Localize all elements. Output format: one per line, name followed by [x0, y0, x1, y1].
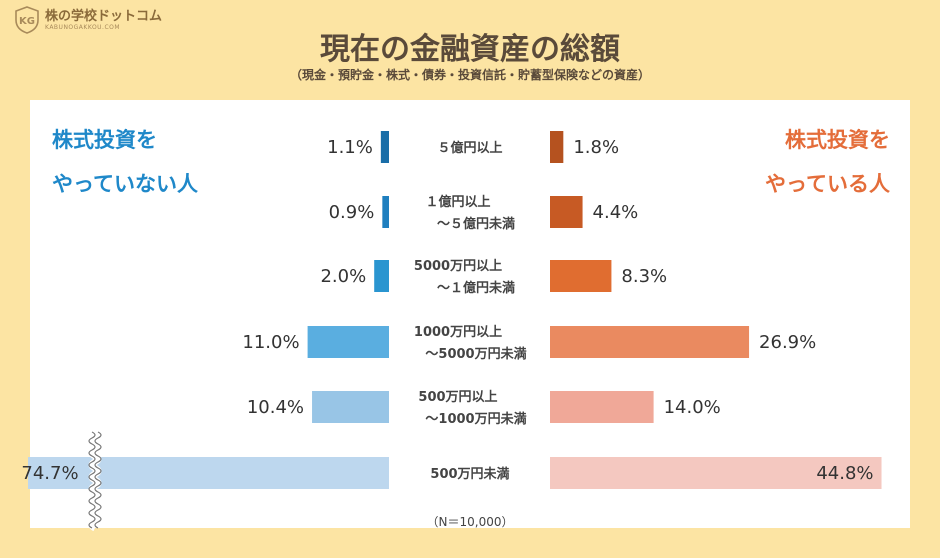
svg-text:KG: KG — [19, 16, 35, 27]
category-label-2-line1: 5000万円以上 — [414, 259, 502, 274]
value-label-left-2: 2.0% — [320, 266, 366, 287]
value-label-right-4: 14.0% — [664, 397, 721, 418]
value-label-left-0: 1.1% — [327, 137, 373, 158]
left-group-label: 株式投資を やっていない人 — [52, 118, 198, 206]
bar-right-5 — [550, 457, 882, 489]
chart-title: 現在の金融資産の総額 — [320, 32, 620, 67]
category-label-4-line2: ～1000万円未満 — [425, 411, 526, 427]
value-label-left-1: 0.9% — [329, 202, 375, 223]
category-label-1-line1: １億円以上 — [425, 194, 490, 210]
chart-subtitle: （現金・預貯金・株式・債券・投資信託・貯蓄型保険などの資産） — [289, 68, 650, 82]
category-label-4-line1: 500万円以上 — [418, 390, 497, 405]
value-label-left-4: 10.4% — [247, 397, 304, 418]
category-label-3-line2: ～5000万円未満 — [425, 346, 526, 362]
value-label-right-5: 44.8% — [816, 463, 873, 484]
value-label-left-3: 11.0% — [242, 332, 299, 353]
category-label-5: 500万円未満 — [430, 466, 509, 482]
value-label-right-1: 4.4% — [593, 202, 639, 223]
category-label-2-line2: ～１億円未満 — [437, 280, 515, 296]
right-group-label-line2: やっている人 — [765, 172, 890, 196]
right-group-label-line1: 株式投資を — [785, 128, 890, 152]
bar-right-2 — [550, 260, 612, 292]
bar-right-0 — [550, 131, 564, 163]
bar-left-0 — [380, 131, 389, 163]
axis-break-line-a — [88, 431, 96, 529]
bar-left-5 — [28, 457, 389, 489]
bar-left-2 — [374, 260, 389, 292]
bar-right-3 — [550, 326, 750, 358]
chart-panel — [30, 100, 910, 528]
sample-size-note: （N＝10,000） — [426, 515, 514, 529]
axis-break-line-b — [94, 431, 102, 529]
bar-left-4 — [312, 391, 389, 423]
bar-right-1 — [550, 196, 583, 228]
brand-logo: KG 株の学校ドットコム KABUNOGAKKOU.COM — [14, 6, 162, 34]
left-group-label-line1: 株式投資を — [52, 128, 157, 152]
brand-shield-icon: KG — [15, 6, 39, 34]
bar-left-1 — [382, 196, 389, 228]
category-label-3-line1: 1000万円以上 — [414, 325, 502, 340]
axis-break-gap — [88, 428, 102, 532]
left-group-label-line2: やっていない人 — [52, 172, 198, 196]
category-label-1-line2: ～５億円未満 — [437, 216, 515, 232]
value-label-left-5: 74.7% — [21, 463, 78, 484]
category-label-0: ５億円以上 — [437, 140, 502, 156]
value-label-right-0: 1.8% — [573, 137, 619, 158]
value-label-right-3: 26.9% — [759, 332, 816, 353]
brand-url: KABUNOGAKKOU.COM — [45, 23, 121, 31]
bar-right-4 — [550, 391, 654, 423]
bar-left-3 — [307, 326, 389, 358]
brand-name: 株の学校ドットコム — [45, 8, 163, 24]
right-group-label: 株式投資を やっている人 — [765, 118, 890, 206]
value-label-right-2: 8.3% — [621, 266, 667, 287]
